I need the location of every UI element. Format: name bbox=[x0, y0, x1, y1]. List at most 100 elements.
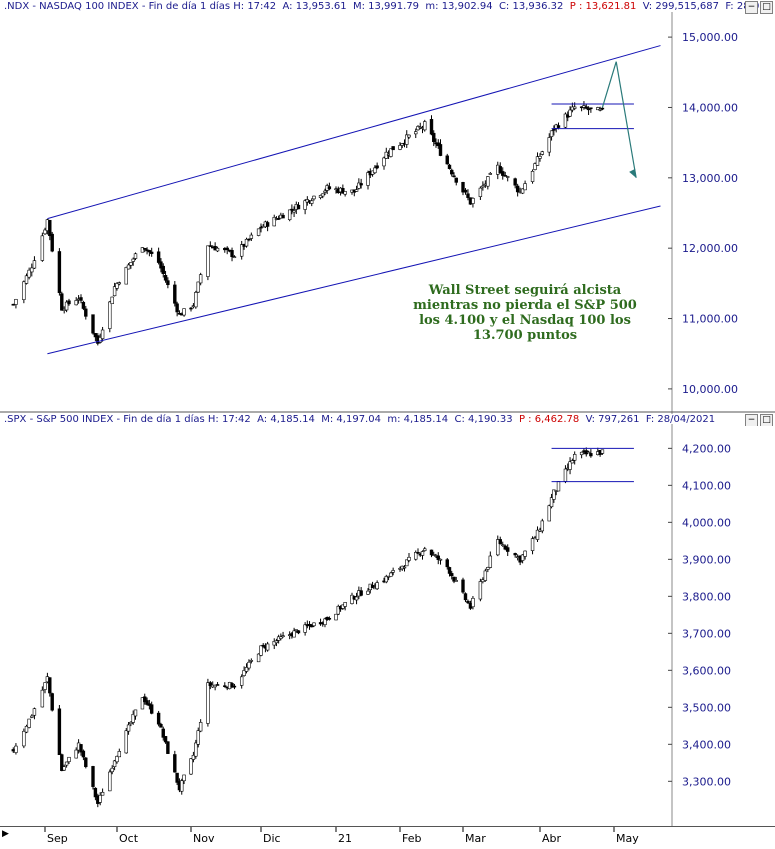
ndx-candle-body bbox=[463, 189, 468, 193]
ndx-candle-body bbox=[108, 301, 112, 329]
spx-y-tick-label: 4,100.00 bbox=[682, 479, 731, 492]
ndx-candle-body bbox=[498, 166, 502, 174]
ndx-header-text: .NDX - NASDAQ 100 INDEX - Fin de día 1 d… bbox=[4, 0, 759, 14]
minimize-button[interactable]: − bbox=[745, 414, 758, 427]
ndx-candle-body bbox=[40, 235, 45, 261]
ndx-candle-body bbox=[215, 247, 220, 252]
ndx-candle-body bbox=[175, 303, 179, 313]
ndx-arrow-head bbox=[629, 168, 637, 178]
ndx-candle-body bbox=[589, 107, 593, 110]
ndx-candle-body bbox=[225, 247, 229, 251]
ndx-candle-body bbox=[535, 156, 540, 166]
ndx-candle-body bbox=[281, 214, 285, 219]
spx-candle-body bbox=[64, 761, 69, 766]
spx-candle-body bbox=[405, 559, 409, 567]
scroll-right-icon[interactable]: ▶ bbox=[2, 829, 9, 839]
spx-y-tick-label: 3,600.00 bbox=[682, 664, 731, 677]
spx-candle-body bbox=[213, 684, 217, 688]
spx-high: M: 4,197.04 bbox=[321, 414, 381, 425]
spx-candle-body bbox=[513, 553, 517, 556]
ndx-window-buttons: − □ bbox=[745, 1, 773, 14]
ndx-volume: V: 299,515,687 bbox=[642, 1, 719, 12]
ndx-candle-body bbox=[287, 209, 292, 221]
x-tick-label: May bbox=[616, 832, 639, 845]
spx-candle-body bbox=[478, 581, 483, 600]
x-axis: Sep Oct Nov Dic 21 Feb Mar Abr May bbox=[0, 826, 775, 845]
spx-candle-body bbox=[156, 712, 161, 725]
spx-candle-body bbox=[14, 745, 18, 753]
ndx-candle-body bbox=[173, 284, 177, 304]
spx-candle-body bbox=[27, 718, 31, 728]
spx-candle-body bbox=[343, 602, 347, 607]
spx-candle-body bbox=[359, 590, 363, 596]
ndx-candle-body bbox=[143, 248, 147, 250]
spx-candle-body bbox=[506, 547, 510, 552]
spx-candle-body bbox=[249, 660, 254, 662]
ndx-candle-body bbox=[239, 244, 244, 257]
spx-candle-body bbox=[389, 572, 393, 577]
spx-candle-body bbox=[79, 744, 83, 753]
ndx-candle-body bbox=[24, 275, 29, 284]
spx-candle-body bbox=[570, 460, 575, 464]
ndx-candle-body bbox=[303, 200, 307, 210]
minimize-button[interactable]: − bbox=[745, 1, 758, 14]
ndx-candle-body bbox=[112, 286, 117, 297]
spx-candle-body bbox=[600, 449, 605, 454]
charts-canvas: 15,000.00 14,000.00 13,000.00 12,000.00 11,0… bbox=[0, 12, 775, 826]
ndx-close: C: 13,936.32 bbox=[498, 1, 564, 12]
spx-candle-body bbox=[450, 573, 454, 577]
ndx-candle-body bbox=[67, 300, 71, 305]
ndx-channel-upper bbox=[47, 45, 661, 220]
spx-candle-body bbox=[62, 766, 66, 771]
spx-candle-body bbox=[67, 756, 71, 762]
ndx-candle-body bbox=[547, 137, 551, 153]
ndx-open: A: 13,953.61 bbox=[282, 1, 347, 12]
ndx-candle-body bbox=[323, 190, 327, 193]
spx-candle-body bbox=[274, 640, 279, 644]
ndx-candle-body bbox=[438, 144, 443, 156]
spx-candle-body bbox=[407, 556, 411, 561]
x-tick-label: Nov bbox=[193, 832, 215, 845]
spx-candle-body bbox=[108, 771, 112, 792]
spx-chart: 4,200.00 4,100.00 4,000.00 3,900.00 3,800.00… bbox=[0, 424, 775, 826]
spx-candle-body bbox=[117, 751, 122, 758]
maximize-button[interactable]: □ bbox=[760, 1, 773, 14]
ndx-candle-body bbox=[247, 238, 251, 241]
ndx-candle-body bbox=[398, 145, 402, 150]
x-tick-label: Sep bbox=[47, 832, 68, 845]
spx-candle-body bbox=[370, 585, 375, 589]
ndx-y-tick-label: 15,000.00 bbox=[682, 31, 738, 44]
spx-candle-body bbox=[572, 454, 577, 461]
spx-candle-body bbox=[161, 728, 165, 738]
ndx-candle-body bbox=[64, 301, 69, 311]
ndx-y-tick-label: 11,000.00 bbox=[682, 313, 738, 326]
ndx-candle-body bbox=[50, 233, 54, 252]
annotation-line-4: 13.700 puntos bbox=[472, 328, 578, 343]
ndx-candle-body bbox=[538, 156, 542, 159]
spx-y-tick-label: 3,800.00 bbox=[682, 590, 731, 603]
spx-candle-body bbox=[549, 497, 554, 508]
spx-candle-body bbox=[232, 685, 237, 688]
ndx-candle-body bbox=[423, 121, 427, 131]
spx-candle-body bbox=[523, 550, 527, 557]
spx-candle-body bbox=[520, 554, 525, 561]
ndx-candle-body bbox=[166, 280, 170, 286]
spx-candle-body bbox=[145, 700, 149, 705]
ndx-candle-body bbox=[466, 193, 470, 198]
spx-y-tick-label: 4,200.00 bbox=[682, 442, 731, 455]
ndx-candle-body bbox=[584, 106, 588, 109]
spx-candle-body bbox=[112, 760, 117, 767]
spx-candle-body bbox=[182, 774, 186, 782]
spx-candle-body bbox=[81, 750, 86, 758]
ndx-candle-body bbox=[100, 329, 105, 339]
ndx-candle-body bbox=[91, 314, 95, 334]
ndx-candle-body bbox=[407, 134, 411, 138]
spx-volume: V: 797,261 bbox=[585, 414, 640, 425]
annotation-line-3: los 4.100 y el Nasdaq 100 los bbox=[419, 313, 631, 328]
ndx-candle-body bbox=[198, 274, 203, 284]
spx-candle-body bbox=[432, 554, 436, 556]
ndx-candle-body bbox=[486, 176, 490, 187]
ndx-candle-body bbox=[140, 247, 145, 253]
spx-candle-body bbox=[50, 693, 54, 711]
ndx-candle-body bbox=[182, 308, 186, 316]
